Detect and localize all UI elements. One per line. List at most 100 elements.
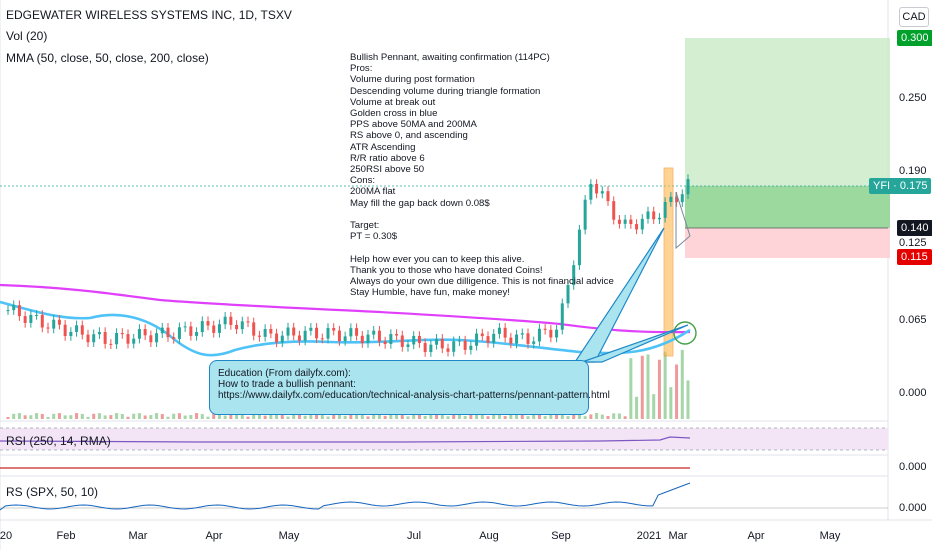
x-tick: Feb	[56, 530, 76, 542]
candle-body	[475, 333, 479, 346]
volume-bar	[240, 414, 244, 419]
volume-bar	[572, 413, 576, 419]
candle-body	[17, 305, 21, 317]
volume-bar	[292, 413, 296, 419]
note-line: RS above 0, and ascending	[350, 130, 468, 142]
candle-body	[526, 333, 530, 344]
x-tick: May	[819, 530, 841, 542]
volume-bar	[497, 413, 501, 419]
education-callout[interactable]: Education (From dailyfx.com): How to tra…	[209, 360, 610, 415]
candle-body	[240, 321, 244, 330]
volume-bar	[435, 413, 439, 419]
volume-bar	[97, 413, 101, 419]
volume-bar	[223, 415, 227, 419]
volume-bar	[560, 414, 564, 419]
candle-body	[669, 196, 673, 203]
candle-body	[366, 334, 370, 344]
volume-bar	[509, 414, 513, 419]
candle-body	[423, 343, 427, 353]
volume-bar	[217, 413, 221, 419]
candle-body	[189, 326, 193, 336]
volume-bar	[623, 416, 627, 419]
volume-bar	[412, 413, 416, 419]
rs-legend[interactable]: RS (SPX, 50, 10)	[6, 485, 99, 499]
volume-bar	[372, 413, 376, 419]
candle-body	[92, 334, 96, 343]
price-tick: 0.250	[899, 92, 927, 104]
volume-bar	[543, 416, 547, 419]
volume-bar	[377, 413, 381, 419]
volume-bar	[75, 413, 79, 419]
volume-bar	[172, 413, 176, 419]
volume-bar	[166, 416, 170, 419]
candle-body	[97, 332, 101, 335]
callout-link[interactable]: https://www.dailyfx.com/education/techni…	[218, 390, 610, 401]
candle-body	[212, 325, 216, 333]
price-tick: 0.125	[899, 237, 927, 249]
price-tick: 0.190	[899, 165, 927, 177]
volume-bar	[92, 413, 96, 419]
volume-bar	[63, 415, 67, 419]
volume-bar	[40, 413, 44, 419]
candle-body	[280, 335, 284, 343]
volume-bar	[520, 414, 524, 419]
volume-bar	[595, 413, 599, 419]
volume-bar	[395, 413, 399, 419]
volume-bar	[577, 413, 581, 419]
note-line: May fill the gap back down 0.08$	[350, 197, 490, 209]
volume-bar	[303, 415, 307, 419]
volume-bar	[35, 413, 39, 419]
volume-bar	[555, 413, 559, 419]
note-line: Cons:	[350, 175, 376, 187]
volume-bar	[589, 414, 593, 419]
volume-bar	[417, 413, 421, 419]
candle-body	[629, 219, 633, 225]
candle-body	[395, 333, 399, 336]
candle-body	[35, 314, 39, 316]
volume-bar	[109, 415, 113, 419]
candle-body	[572, 265, 576, 286]
x-tick: Aug	[479, 530, 499, 542]
note-line	[350, 209, 614, 220]
candle-body	[400, 335, 404, 347]
candle-body	[80, 325, 84, 335]
entry-price-badge: 0.140	[897, 220, 932, 236]
candle-body	[109, 343, 113, 345]
rsi-axis-value: 0.000	[899, 461, 927, 473]
candle-body	[372, 330, 376, 335]
candle-body	[120, 332, 124, 335]
symbol-price: 0.175	[899, 180, 928, 192]
volume-bar	[23, 415, 27, 419]
volume-bar	[17, 413, 21, 419]
stop-zone	[685, 228, 890, 258]
chart-title: EDGEWATER WIRELESS SYSTEMS INC, 1D, TSXV	[6, 8, 292, 22]
volume-bar	[617, 413, 621, 419]
candle-body	[463, 340, 467, 350]
rsi-band	[0, 428, 888, 450]
volume-bar	[635, 396, 639, 419]
volume-bar	[52, 413, 56, 419]
volume-bar	[463, 415, 467, 419]
volume-bar	[337, 413, 341, 419]
note-line: Target:	[350, 220, 380, 232]
candle-body	[412, 335, 416, 345]
candle-body	[69, 331, 73, 337]
candle-body	[595, 183, 599, 194]
currency-button[interactable]: CAD	[899, 7, 929, 27]
mma-legend[interactable]: MMA (50, close, 50, close, 200, close)	[6, 51, 209, 65]
volume-legend[interactable]: Vol (20)	[6, 29, 48, 43]
volume-bar	[103, 415, 107, 419]
pennant-shape	[675, 191, 691, 250]
price-tick: 0.000	[899, 387, 927, 399]
volume-bar	[537, 413, 541, 419]
volume-bar	[452, 413, 456, 419]
volume-bar	[406, 416, 410, 419]
candle-body	[137, 329, 141, 339]
rsi-legend[interactable]: RSI (250, 14, RMA)	[6, 434, 111, 448]
candle-body	[383, 341, 387, 345]
volume-bar	[532, 413, 536, 419]
volume-bar	[657, 359, 661, 419]
analysis-note[interactable]: Bullish Pennant, awaiting confirmation (…	[350, 52, 614, 298]
candle-body	[612, 201, 616, 220]
